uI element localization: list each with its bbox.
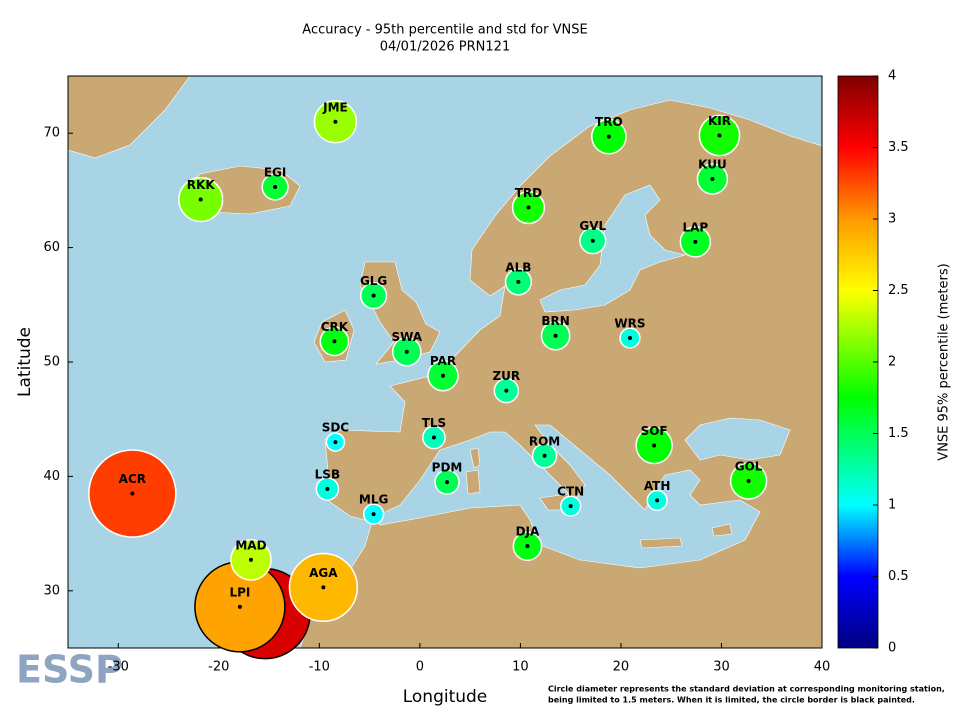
y-axis-label: Latitude	[15, 327, 35, 397]
station-label: GVL	[579, 219, 606, 233]
colorbar-tick-label: 3.5	[888, 140, 909, 155]
station-label: RKK	[187, 178, 216, 192]
station-label: LSB	[315, 467, 340, 481]
station-label: PDM	[432, 461, 463, 475]
station-label: BRN	[541, 314, 569, 328]
y-tick-label: 70	[43, 126, 60, 141]
y-tick-label: 60	[43, 240, 60, 255]
station-label: TRD	[515, 186, 542, 200]
station-label: LAP	[682, 220, 708, 234]
station-dot	[371, 293, 376, 298]
station-dot	[542, 453, 547, 458]
station-label: ATH	[644, 479, 671, 493]
station-label: LPI	[229, 585, 250, 599]
station-dot	[273, 184, 278, 189]
x-tick-label: 20	[613, 660, 630, 675]
colorbar-tick-label: 1.5	[888, 426, 909, 441]
station-dot	[332, 339, 337, 344]
station-label: JME	[322, 100, 348, 114]
station-label: CRK	[321, 320, 349, 334]
x-tick-label: -10	[309, 660, 330, 675]
station-label: SDC	[322, 421, 350, 435]
chart-title: Accuracy - 95th percentile and std for V…	[302, 23, 587, 38]
colorbar-label: VNSE 95% percentile (meters)	[937, 263, 952, 460]
station-label: KUU	[698, 157, 727, 171]
y-tick-label: 40	[43, 469, 60, 484]
logo: ESSP	[16, 648, 123, 692]
station-dot	[504, 388, 509, 393]
station-label: ROM	[529, 434, 560, 448]
station-dot	[655, 498, 660, 503]
station-dot	[568, 504, 573, 509]
station-label: EGI	[264, 165, 287, 179]
station-dot	[431, 435, 436, 440]
station-dot	[693, 239, 698, 244]
station-dot	[516, 279, 521, 284]
station-dot	[198, 197, 203, 202]
station-dot	[606, 134, 611, 139]
station-label: AGA	[309, 566, 338, 580]
y-tick-label: 50	[43, 355, 60, 370]
colorbar-tick-label: 1	[888, 498, 896, 513]
station-dot	[445, 480, 450, 485]
colorbar-tick-label: 0.5	[888, 569, 909, 584]
station-dot	[237, 604, 242, 609]
station-dot	[525, 544, 530, 549]
station-label: CTN	[557, 485, 584, 499]
station-label: TRO	[595, 115, 623, 129]
station-label: GLG	[360, 274, 387, 288]
x-tick-label: 40	[814, 660, 831, 675]
y-tick-label: 30	[43, 583, 60, 598]
station-dot	[627, 335, 632, 340]
x-axis-label: Longitude	[403, 687, 488, 707]
station-label: KIR	[708, 114, 731, 128]
station-dot	[321, 585, 326, 590]
chart-subtitle: 04/01/2026 PRN121	[380, 40, 510, 55]
note: Circle diameter represents the standard …	[548, 685, 945, 694]
station-dot	[526, 205, 531, 210]
colorbar-tick-label: 0	[888, 641, 896, 656]
station-label: MLG	[359, 493, 388, 507]
station-dot	[553, 333, 558, 338]
colorbar	[837, 75, 879, 649]
station-dot	[746, 478, 751, 483]
station-dot	[404, 349, 409, 354]
station-label: TLS	[422, 416, 446, 430]
station-label: ACR	[119, 472, 146, 486]
station-dot	[710, 176, 715, 181]
colorbar-tick-label: 2	[888, 355, 896, 370]
station-dot	[325, 486, 330, 491]
station-label: SWA	[391, 330, 422, 344]
station-label: MAD	[235, 538, 266, 552]
colorbar-tick-label: 4	[888, 69, 896, 84]
station-dot	[130, 491, 135, 496]
station-dot	[717, 133, 722, 138]
station-dot	[371, 512, 376, 517]
station-label: GOL	[735, 459, 763, 473]
station-dot	[333, 119, 338, 124]
x-tick-label: -20	[208, 660, 229, 675]
colorbar-tick-label: 2.5	[888, 283, 909, 298]
colorbar-tick-label: 3	[888, 212, 896, 227]
station-dot	[652, 443, 657, 448]
x-tick-label: -30	[108, 660, 129, 675]
station-dot	[333, 440, 338, 445]
station-dot	[248, 557, 253, 562]
station-dot	[440, 373, 445, 378]
station-label: DJA	[516, 525, 540, 539]
station-dot	[590, 238, 595, 243]
note: being limited to 1.5 meters. When it is …	[548, 696, 915, 705]
station-label: PAR	[430, 354, 456, 368]
x-tick-label: 0	[416, 660, 424, 675]
station-label: ALB	[505, 260, 531, 274]
x-tick-label: 10	[512, 660, 529, 675]
station-label: WRS	[614, 316, 645, 330]
x-tick-label: 30	[713, 660, 730, 675]
station-label: ZUR	[492, 369, 520, 383]
station-label: SOF	[641, 424, 668, 438]
